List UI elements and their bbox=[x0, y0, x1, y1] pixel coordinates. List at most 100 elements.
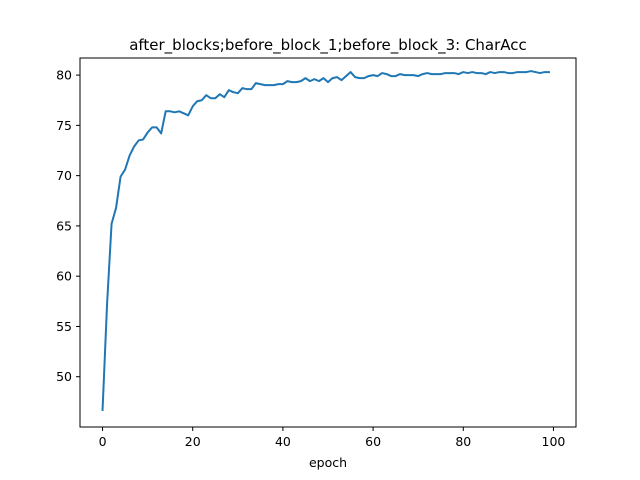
y-tick-label: 55 bbox=[56, 319, 72, 334]
data-point bbox=[449, 72, 451, 74]
data-point bbox=[291, 81, 293, 83]
x-axis: 0 20 40 60 80 100 bbox=[99, 427, 566, 449]
data-point bbox=[102, 409, 104, 411]
data-point bbox=[309, 80, 311, 82]
data-point bbox=[192, 105, 194, 107]
data-point bbox=[413, 74, 415, 76]
data-point bbox=[453, 72, 455, 74]
x-tick-label: 20 bbox=[185, 434, 201, 449]
x-tick-label: 0 bbox=[99, 434, 107, 449]
data-point bbox=[516, 71, 518, 73]
data-point bbox=[431, 73, 433, 75]
data-point bbox=[350, 71, 352, 73]
data-point bbox=[138, 139, 140, 141]
data-point bbox=[214, 97, 216, 99]
y-tick-label: 70 bbox=[56, 168, 72, 183]
data-point bbox=[440, 73, 442, 75]
series-line-0 bbox=[101, 70, 550, 411]
data-point bbox=[426, 72, 428, 74]
data-point bbox=[183, 112, 185, 114]
data-point bbox=[129, 155, 131, 157]
data-point bbox=[503, 71, 505, 73]
data-point bbox=[336, 76, 338, 78]
chart-title: after_blocks;before_block_1;before_block… bbox=[129, 36, 527, 55]
data-point bbox=[232, 91, 234, 93]
data-point bbox=[359, 77, 361, 79]
data-point bbox=[422, 73, 424, 75]
data-point bbox=[106, 303, 108, 305]
data-point bbox=[368, 75, 370, 77]
data-point bbox=[300, 80, 302, 82]
data-point bbox=[341, 79, 343, 81]
data-point bbox=[525, 71, 527, 73]
data-point bbox=[201, 99, 203, 101]
data-point bbox=[120, 176, 122, 178]
y-tick-label: 80 bbox=[56, 68, 72, 83]
data-point bbox=[534, 71, 536, 73]
data-point bbox=[417, 75, 419, 77]
data-point bbox=[124, 169, 126, 171]
data-point bbox=[178, 110, 180, 112]
data-point bbox=[322, 77, 324, 79]
x-tick-label: 100 bbox=[542, 434, 566, 449]
data-point bbox=[151, 126, 153, 128]
data-point bbox=[480, 72, 482, 74]
data-point bbox=[332, 77, 334, 79]
data-point bbox=[381, 72, 383, 74]
data-point bbox=[494, 72, 496, 74]
data-point bbox=[386, 73, 388, 75]
plot-frame bbox=[79, 57, 577, 428]
data-point bbox=[548, 71, 550, 73]
data-point bbox=[277, 83, 279, 85]
data-point bbox=[241, 87, 243, 89]
data-point bbox=[543, 71, 545, 73]
data-point bbox=[363, 77, 365, 79]
data-point bbox=[142, 138, 144, 140]
data-point bbox=[458, 73, 460, 75]
data-point bbox=[165, 110, 167, 112]
data-point bbox=[169, 110, 171, 112]
data-point bbox=[196, 100, 198, 102]
data-point bbox=[268, 84, 270, 86]
data-point bbox=[498, 71, 500, 73]
data-point bbox=[372, 74, 374, 76]
data-point bbox=[295, 81, 297, 83]
data-point bbox=[147, 131, 149, 133]
data-point bbox=[318, 80, 320, 82]
data-point bbox=[205, 94, 207, 96]
x-tick-label: 60 bbox=[365, 434, 381, 449]
data-point bbox=[286, 80, 288, 82]
data-point bbox=[345, 75, 347, 77]
data-point bbox=[111, 223, 113, 225]
y-axis: 50 55 60 65 70 75 80 bbox=[56, 68, 80, 384]
data-point bbox=[512, 72, 514, 74]
data-point bbox=[264, 84, 266, 86]
data-point bbox=[377, 75, 379, 77]
data-point bbox=[223, 96, 225, 98]
data-point bbox=[390, 75, 392, 77]
data-point bbox=[210, 97, 212, 99]
y-tick-label: 65 bbox=[56, 218, 72, 233]
data-point bbox=[282, 83, 284, 85]
data-point bbox=[354, 76, 356, 78]
data-point bbox=[521, 71, 523, 73]
data-point bbox=[404, 74, 406, 76]
data-point bbox=[304, 77, 306, 79]
y-tick-label: 75 bbox=[56, 118, 72, 133]
data-point bbox=[219, 93, 221, 95]
data-point bbox=[435, 73, 437, 75]
x-tick-label: 40 bbox=[275, 434, 291, 449]
data-point bbox=[246, 88, 248, 90]
data-point bbox=[476, 72, 478, 74]
data-point bbox=[237, 92, 239, 94]
data-point bbox=[187, 114, 189, 116]
data-point bbox=[313, 78, 315, 80]
data-point bbox=[539, 72, 541, 74]
x-axis-label: epoch bbox=[309, 455, 347, 470]
y-tick-label: 50 bbox=[56, 369, 72, 384]
data-point bbox=[174, 111, 176, 113]
y-tick-label: 60 bbox=[56, 269, 72, 284]
data-point bbox=[485, 73, 487, 75]
